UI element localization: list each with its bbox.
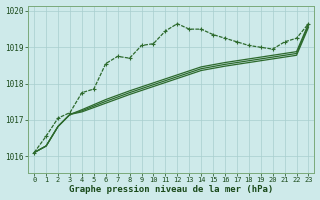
X-axis label: Graphe pression niveau de la mer (hPa): Graphe pression niveau de la mer (hPa) xyxy=(69,185,274,194)
